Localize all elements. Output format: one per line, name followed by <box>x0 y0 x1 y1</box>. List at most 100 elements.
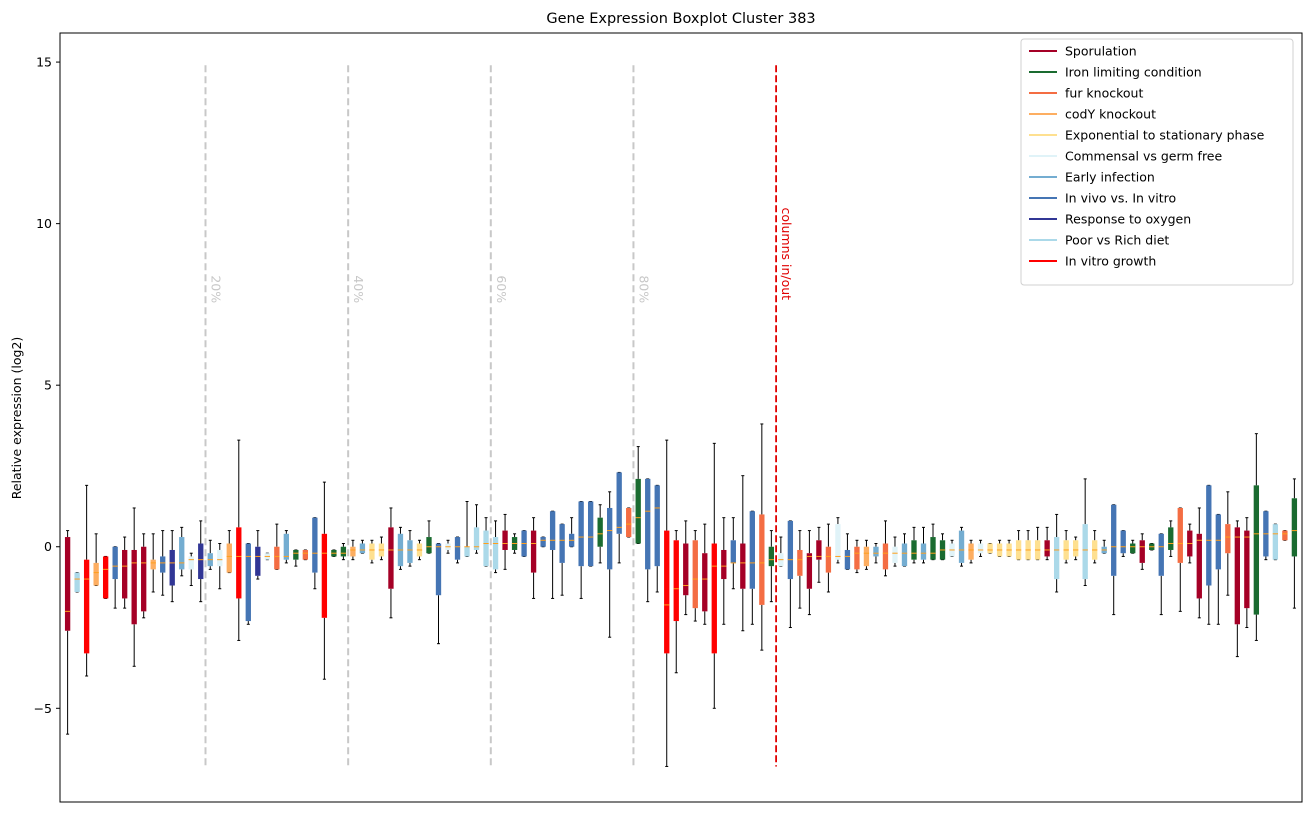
box <box>645 478 651 603</box>
box-body <box>797 549 803 576</box>
box <box>112 546 118 609</box>
box <box>388 507 394 619</box>
box-body <box>483 530 489 567</box>
box <box>1053 513 1060 593</box>
box-body <box>350 546 356 557</box>
box-body <box>188 556 194 570</box>
box <box>207 539 213 570</box>
box-body <box>150 559 156 570</box>
box <box>369 539 375 564</box>
box <box>882 520 889 577</box>
box-body <box>759 514 765 605</box>
box <box>654 484 660 593</box>
box-body <box>141 546 147 612</box>
box-body <box>683 543 689 596</box>
legend-label: Poor vs Rich diet <box>1065 233 1169 248</box>
box-body <box>255 546 261 576</box>
box-body <box>492 537 499 570</box>
box <box>492 520 499 574</box>
box-body <box>74 572 80 592</box>
box-body <box>1168 527 1174 550</box>
box <box>626 507 632 538</box>
box <box>1073 536 1079 561</box>
box <box>283 530 289 564</box>
box <box>464 501 470 557</box>
box <box>996 539 1003 557</box>
box-body <box>616 472 622 534</box>
box <box>607 491 613 638</box>
box <box>1206 484 1212 625</box>
box <box>226 530 232 574</box>
box <box>664 439 670 767</box>
box-body <box>854 546 860 570</box>
box <box>835 517 841 564</box>
box-body <box>198 543 204 580</box>
box-body <box>473 527 480 550</box>
box <box>198 520 204 603</box>
box <box>340 543 347 561</box>
legend-label: Response to oxygen <box>1065 212 1191 227</box>
box <box>825 523 832 593</box>
box-body <box>122 549 128 599</box>
box <box>730 517 736 590</box>
box <box>863 539 870 570</box>
box <box>321 481 328 680</box>
box-body <box>1177 507 1183 563</box>
box <box>987 543 993 554</box>
legend-label: fur knockout <box>1065 86 1143 101</box>
box-body <box>911 540 917 560</box>
box-body <box>882 543 889 570</box>
box-body <box>721 549 727 580</box>
box-body <box>1282 530 1288 541</box>
box-body <box>1044 540 1050 557</box>
box <box>122 536 128 609</box>
box <box>74 572 80 593</box>
box-body <box>1253 485 1260 615</box>
box-body <box>549 511 556 550</box>
box <box>64 530 71 735</box>
box-body <box>787 520 794 580</box>
box-body <box>302 549 309 560</box>
boxes-group <box>64 423 1298 767</box>
box <box>977 539 984 557</box>
box-body <box>664 530 670 654</box>
legend-label: Early infection <box>1065 170 1155 185</box>
box <box>350 539 356 561</box>
box-body <box>236 527 242 599</box>
box <box>968 539 974 564</box>
legend: Sporulation Iron limiting condition fur kn… <box>1020 38 1294 286</box>
box-body <box>1139 540 1145 563</box>
box-body <box>1158 533 1164 576</box>
box <box>1272 523 1279 561</box>
box <box>892 536 898 567</box>
split-line-label: columns in/out <box>779 207 794 300</box>
box <box>435 543 442 645</box>
box <box>378 536 385 561</box>
percentile-label: 80% <box>636 275 651 303</box>
box-body <box>1272 524 1279 560</box>
box <box>930 523 936 561</box>
legend-frame <box>1020 38 1294 286</box>
box <box>721 517 727 625</box>
box-body <box>426 537 432 554</box>
box <box>1120 530 1126 557</box>
box-body <box>578 501 584 567</box>
box-body <box>1215 514 1221 570</box>
box <box>692 530 698 622</box>
box <box>787 520 794 629</box>
box-body <box>968 543 974 560</box>
box-body <box>1291 498 1298 557</box>
box <box>1092 530 1098 564</box>
box <box>768 530 775 603</box>
box-body <box>740 543 746 589</box>
box-body <box>844 549 851 570</box>
box <box>1215 513 1221 625</box>
box <box>397 526 404 570</box>
box-body <box>464 546 470 557</box>
box <box>702 523 708 625</box>
box <box>179 526 185 577</box>
box <box>797 530 803 609</box>
box <box>131 507 137 667</box>
box <box>1139 533 1145 570</box>
box <box>255 530 261 580</box>
